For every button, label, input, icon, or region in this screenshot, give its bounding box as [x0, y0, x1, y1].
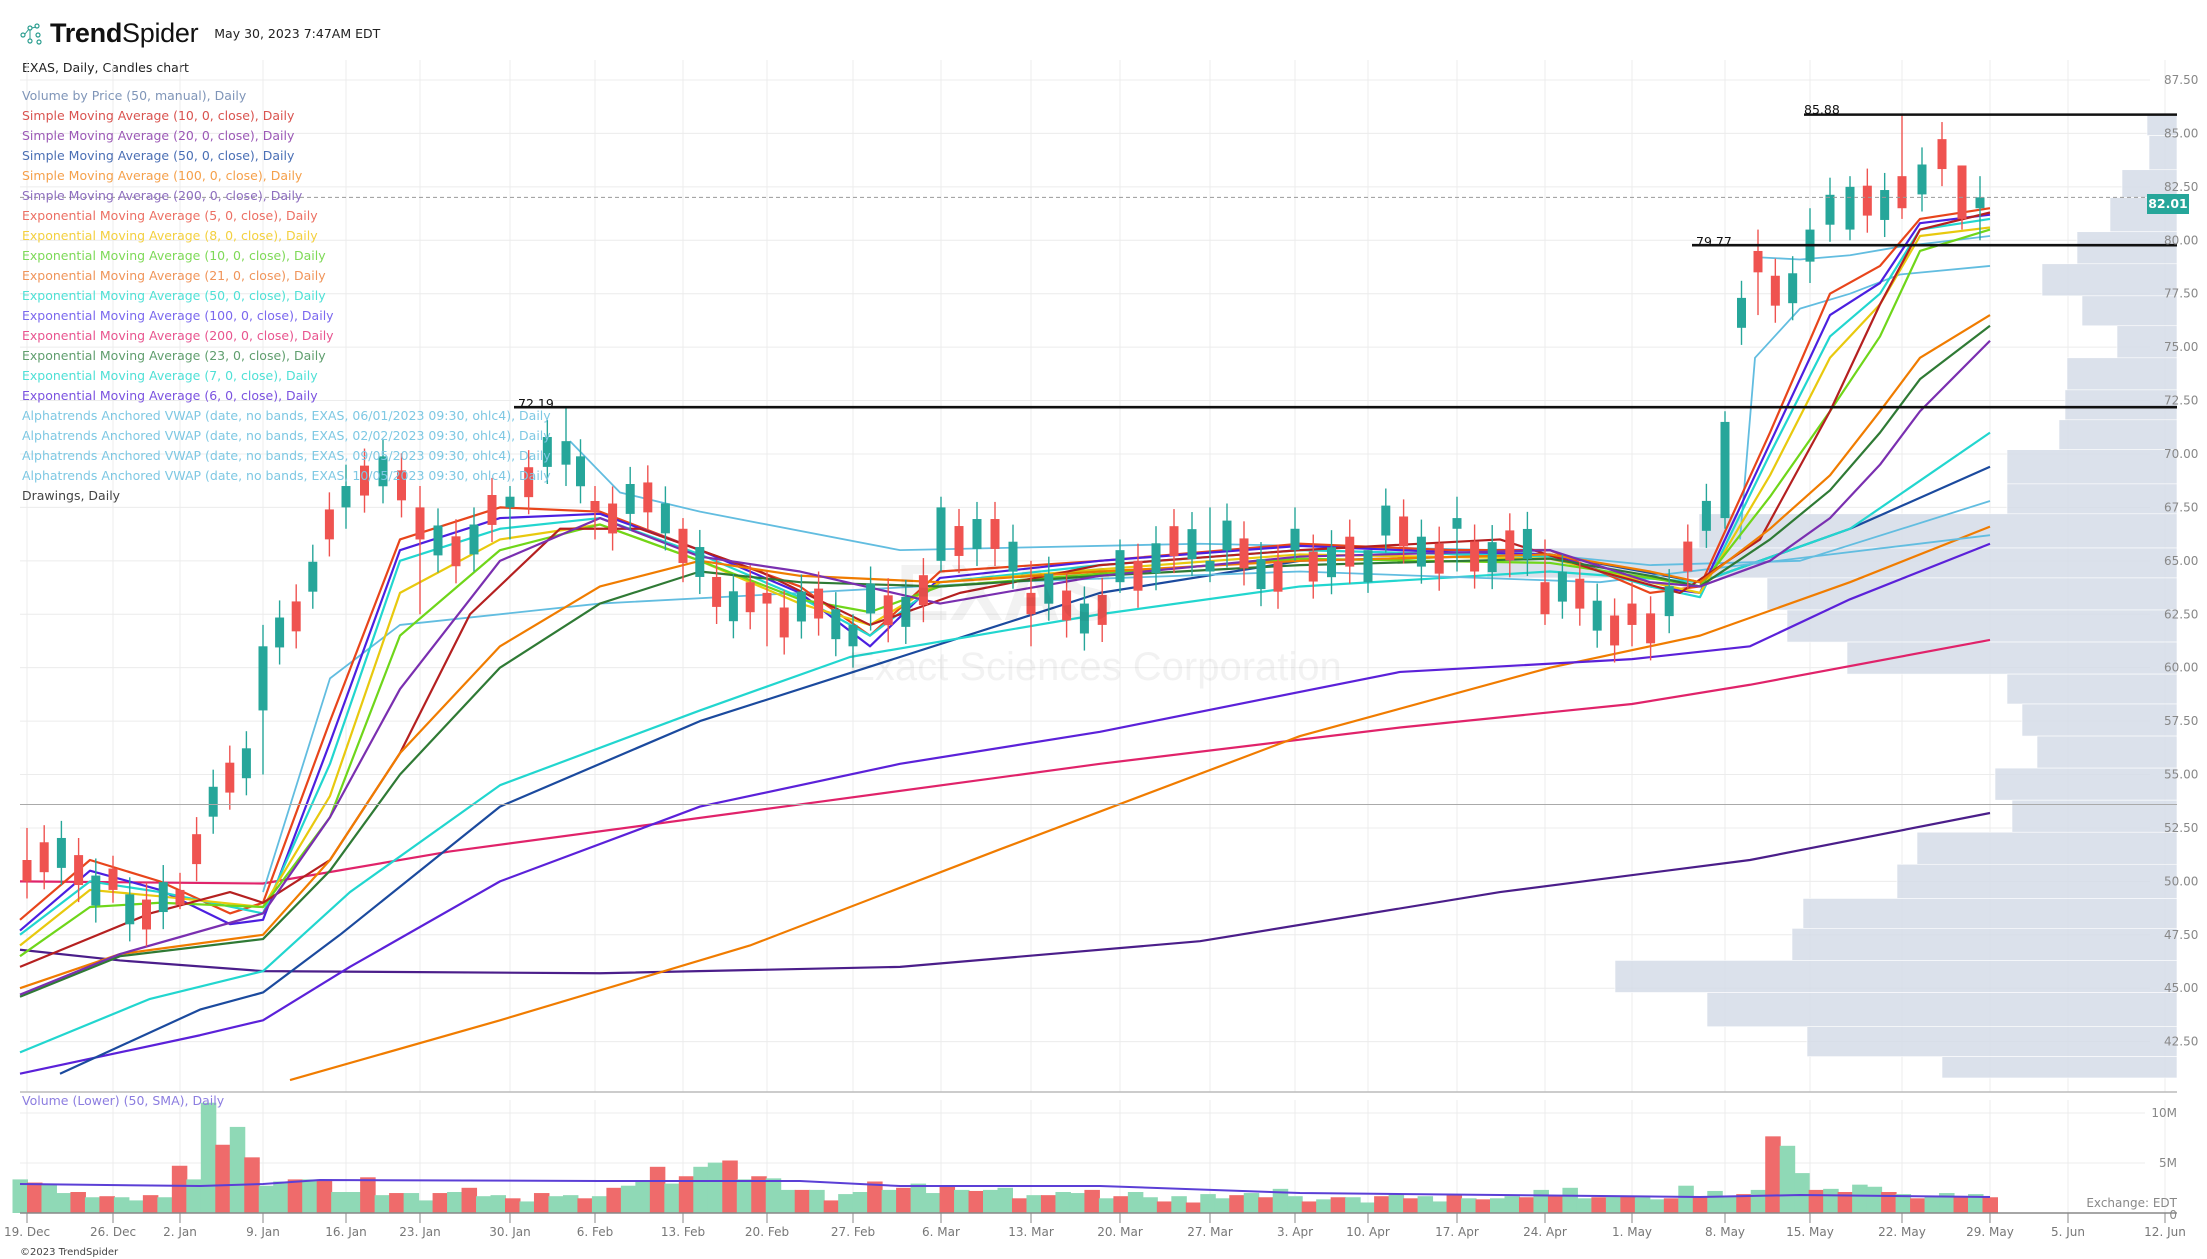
legend-item[interactable]: Exponential Moving Average (8, 0, close)…: [22, 228, 318, 243]
legend-item[interactable]: Simple Moving Average (100, 0, close), D…: [22, 168, 303, 183]
legend-item[interactable]: Simple Moving Average (50, 0, close), Da…: [22, 148, 295, 163]
exchange-label: Exchange: EDT: [2086, 1196, 2177, 1210]
x-axis-tick: 29. May: [1966, 1225, 2014, 1239]
x-axis-tick: 17. Apr: [1435, 1225, 1479, 1239]
x-axis-tick: 24. Apr: [1523, 1225, 1567, 1239]
svg-text:Exact Sciences Corporation: Exact Sciences Corporation: [848, 645, 1342, 689]
copyright-footer: ©2023 TrendSpider: [20, 1247, 119, 1258]
x-axis-tick: 6. Mar: [922, 1225, 960, 1239]
volume-axis-tick: 0: [2169, 1208, 2177, 1222]
x-axis-tick: 13. Mar: [1008, 1225, 1054, 1239]
y-axis-tick: 72.50: [2164, 394, 2198, 408]
y-axis-tick: 45.00: [2164, 981, 2198, 995]
volume-axis-tick: 5M: [2159, 1156, 2177, 1170]
y-axis-tick: 60.00: [2164, 661, 2198, 675]
legend-item[interactable]: Exponential Moving Average (7, 0, close)…: [22, 368, 318, 383]
y-axis-tick: 57.50: [2164, 714, 2198, 728]
volume-axis-tick: 10M: [2151, 1106, 2177, 1120]
y-axis-tick: 55.00: [2164, 768, 2198, 782]
y-axis-tick: 50.00: [2164, 874, 2198, 888]
y-axis-tick: 70.00: [2164, 447, 2198, 461]
x-axis-tick: 1. May: [1612, 1225, 1652, 1239]
x-axis-tick: 8. May: [1705, 1225, 1745, 1239]
chart-subtitle: EXAS, Daily, Candles chart: [22, 60, 189, 75]
x-axis-tick: 20. Mar: [1097, 1225, 1143, 1239]
level-label-72-19: 72.19: [518, 396, 554, 411]
x-axis-tick: 26. Dec: [90, 1225, 136, 1239]
legend-item[interactable]: Alphatrends Anchored VWAP (date, no band…: [22, 408, 551, 423]
header: TrendSpider May 30, 2023 7:47AM EDT: [20, 18, 380, 49]
y-axis-tick: 62.50: [2164, 607, 2198, 621]
x-axis-tick: 12. Jun: [2144, 1225, 2186, 1239]
volume-bars: [12, 1102, 1998, 1213]
x-axis-tick: 20. Feb: [745, 1225, 789, 1239]
y-axis-tick: 67.50: [2164, 500, 2198, 514]
last-price-tag: 82.01: [2147, 194, 2189, 214]
legend-item[interactable]: Drawings, Daily: [22, 488, 121, 503]
x-axis-tick: 9. Jan: [246, 1225, 280, 1239]
y-axis-tick: 87.50: [2164, 73, 2198, 87]
x-axis-tick: 23. Jan: [399, 1225, 440, 1239]
y-axis-tick: 80.00: [2164, 233, 2198, 247]
legend-item[interactable]: Exponential Moving Average (21, 0, close…: [22, 268, 326, 283]
volume-by-price: [1486, 113, 2178, 1079]
y-axis-tick: 75.00: [2164, 340, 2198, 354]
y-axis-tick: 85.00: [2164, 126, 2198, 140]
legend-item[interactable]: Simple Moving Average (20, 0, close), Da…: [22, 128, 295, 143]
y-axis-tick: 77.50: [2164, 287, 2198, 301]
x-axis-tick: 30. Jan: [489, 1225, 530, 1239]
legend-item[interactable]: Exponential Moving Average (200, 0, clos…: [22, 328, 334, 343]
x-axis-tick: 10. Apr: [1346, 1225, 1390, 1239]
legend-item[interactable]: Alphatrends Anchored VWAP (date, no band…: [22, 448, 551, 463]
legend-item[interactable]: Exponential Moving Average (50, 0, close…: [22, 288, 326, 303]
legend-item[interactable]: Volume by Price (50, manual), Daily: [22, 88, 247, 103]
legend-item[interactable]: Exponential Moving Average (10, 0, close…: [22, 248, 326, 263]
brand-name: TrendSpider: [50, 18, 199, 48]
legend-item[interactable]: Exponential Moving Average (100, 0, clos…: [22, 308, 334, 323]
x-axis-tick: 22. May: [1878, 1225, 1926, 1239]
x-axis-tick: 16. Jan: [325, 1225, 366, 1239]
indicator-legend: Volume by Price (50, manual), Daily Simpl…: [22, 86, 551, 506]
legend-item[interactable]: Exponential Moving Average (5, 0, close)…: [22, 208, 318, 223]
x-axis-tick: 15. May: [1786, 1225, 1834, 1239]
legend-item[interactable]: Simple Moving Average (10, 0, close), Da…: [22, 108, 295, 123]
volume-panel-title: Volume (Lower) (50, SMA), Daily: [22, 1093, 225, 1108]
legend-item[interactable]: Alphatrends Anchored VWAP (date, no band…: [22, 428, 551, 443]
x-axis-tick: 13. Feb: [661, 1225, 705, 1239]
y-axis-tick: 42.50: [2164, 1035, 2198, 1049]
x-axis-tick: 19. Dec: [4, 1225, 50, 1239]
level-label-79-77: 79.77: [1696, 234, 1732, 249]
x-axis-tick: 6. Feb: [577, 1225, 614, 1239]
timestamp: May 30, 2023 7:47AM EDT: [214, 26, 381, 41]
y-axis-tick: 47.50: [2164, 928, 2198, 942]
y-axis-tick: 52.50: [2164, 821, 2198, 835]
x-axis-tick: 3. Apr: [1277, 1225, 1313, 1239]
candles: [22, 114, 1985, 947]
level-label-85-88: 85.88: [1804, 102, 1840, 117]
legend-item[interactable]: Exponential Moving Average (23, 0, close…: [22, 348, 326, 363]
y-axis-tick: 65.00: [2164, 554, 2198, 568]
x-axis-tick: 27. Mar: [1187, 1225, 1233, 1239]
x-axis-tick: 5. Jun: [2051, 1225, 2085, 1239]
legend-item[interactable]: Exponential Moving Average (6, 0, close)…: [22, 388, 318, 403]
legend-item[interactable]: Simple Moving Average (200, 0, close), D…: [22, 188, 303, 203]
y-axis-tick: 82.50: [2164, 180, 2198, 194]
svg-text:EXAS: EXAS: [896, 548, 1114, 637]
x-axis-tick: 2. Jan: [163, 1225, 197, 1239]
x-axis-tick: 27. Feb: [831, 1225, 875, 1239]
trendspider-logo-icon: [20, 22, 42, 45]
legend-item[interactable]: Alphatrends Anchored VWAP (date, no band…: [22, 468, 551, 483]
